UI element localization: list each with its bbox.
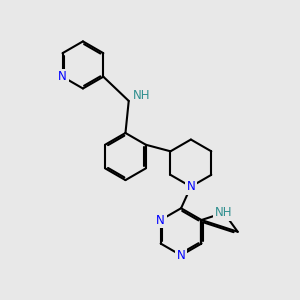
Text: N: N [177, 249, 185, 262]
Text: N: N [187, 180, 195, 193]
Text: NH: NH [133, 88, 150, 101]
Text: N: N [58, 70, 67, 83]
Text: N: N [156, 214, 165, 226]
Text: NH: NH [215, 206, 232, 219]
